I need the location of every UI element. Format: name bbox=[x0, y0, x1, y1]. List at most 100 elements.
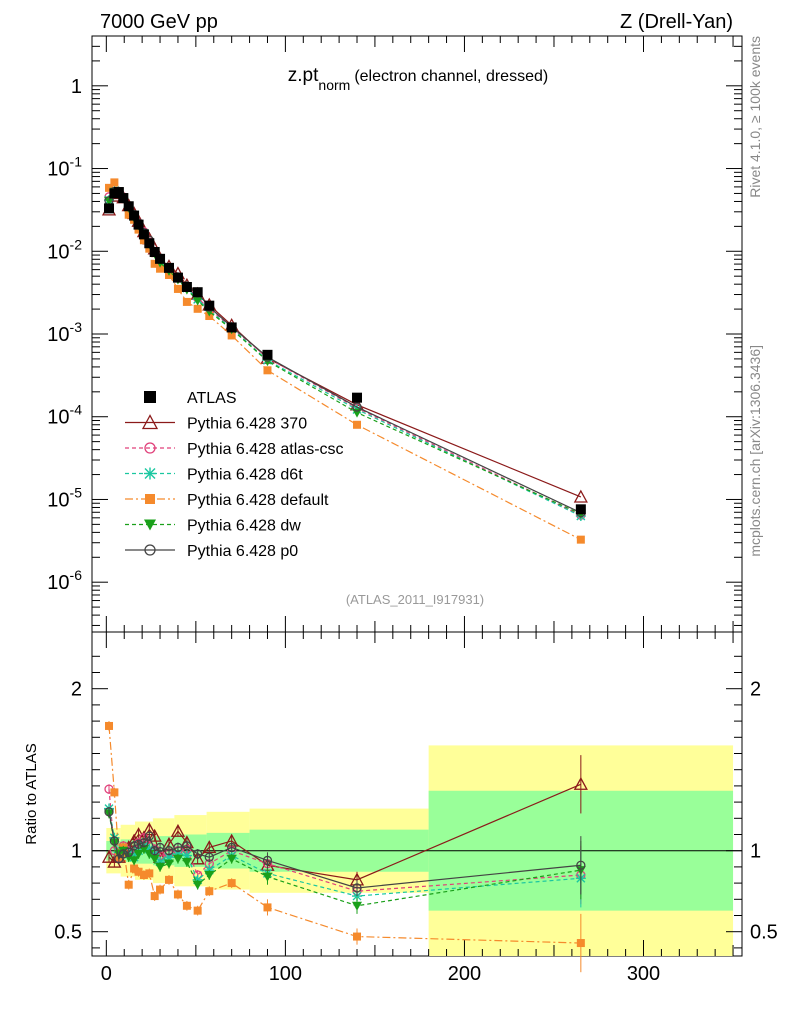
ratio-point-4 bbox=[149, 854, 160, 864]
header-left: 7000 GeV pp bbox=[100, 11, 218, 33]
ratio-point-4 bbox=[144, 849, 155, 859]
ratio-point-5 bbox=[124, 847, 134, 857]
main-point-0 bbox=[573, 489, 588, 503]
data-point bbox=[113, 187, 124, 198]
data-point bbox=[262, 349, 273, 360]
ratio-point-4 bbox=[163, 859, 174, 869]
legend-label-5: Pythia 6.428 p0 bbox=[187, 543, 298, 560]
main-ytick-label: 10-2 bbox=[47, 236, 82, 263]
data-point bbox=[181, 281, 192, 292]
header-right: Z (Drell-Yan) bbox=[620, 11, 733, 33]
main-ytick-label: 10-1 bbox=[47, 154, 82, 181]
ratio-ylabel: Ratio to ATLAS bbox=[23, 743, 40, 844]
ratio-point-3 bbox=[164, 875, 173, 884]
ratio-ytick-label-right: 2 bbox=[750, 679, 761, 701]
main-point-3 bbox=[156, 264, 165, 273]
title-rest: (electron channel, dressed) bbox=[354, 68, 548, 85]
legend-marker-3 bbox=[145, 494, 155, 504]
main-point-3 bbox=[110, 178, 119, 187]
main-point-4 bbox=[104, 196, 115, 206]
ratio-frame bbox=[91, 631, 743, 957]
data-point bbox=[149, 246, 160, 257]
ratio-point-3 bbox=[124, 880, 133, 889]
ratio-point-5 bbox=[109, 836, 120, 846]
ratio-point-4 bbox=[129, 856, 140, 866]
x-tick-label: 300 bbox=[627, 963, 660, 985]
main-line-1 bbox=[108, 192, 582, 516]
ratio-point-4 bbox=[204, 871, 215, 880]
data-point bbox=[144, 238, 155, 249]
ratio-point-4 bbox=[226, 854, 237, 864]
legend-label-0: Pythia 6.428 370 bbox=[187, 416, 307, 433]
ratio-point-3 bbox=[130, 864, 139, 873]
main-point-3 bbox=[150, 259, 159, 268]
x-tick-label: 100 bbox=[269, 963, 302, 985]
ratio-point-5 bbox=[144, 831, 154, 841]
analysis-id: (ATLAS_2011_I917931) bbox=[346, 592, 484, 607]
legend-label-2: Pythia 6.428 d6t bbox=[187, 467, 303, 484]
ratio-point-4 bbox=[181, 858, 192, 868]
main-line-4 bbox=[108, 191, 582, 515]
ratio-point-3 bbox=[156, 885, 165, 894]
ratio-point-3 bbox=[576, 939, 585, 948]
star-stroke bbox=[144, 468, 156, 479]
main-point-3 bbox=[263, 366, 272, 375]
main-point-3 bbox=[124, 210, 133, 219]
legend-marker-2 bbox=[144, 467, 156, 480]
ratio-point-4 bbox=[262, 872, 273, 882]
main-line-5 bbox=[108, 190, 582, 514]
ratio-point-3 bbox=[134, 867, 143, 876]
legend-marker-5 bbox=[144, 544, 156, 556]
ratio-point-3 bbox=[227, 879, 236, 888]
ratio-point-3 bbox=[110, 788, 119, 797]
mcplots-label: mcplots.cern.ch [arXiv:1306.3436] bbox=[747, 345, 763, 557]
main-point-5 bbox=[352, 402, 362, 412]
ratio-point-5 bbox=[104, 807, 114, 817]
ratio-point-5 bbox=[576, 860, 586, 870]
legend-marker-0 bbox=[141, 414, 159, 430]
data-point bbox=[138, 229, 149, 240]
data-point bbox=[172, 272, 183, 283]
main-point-3 bbox=[193, 304, 202, 313]
ratio-point-5 bbox=[173, 842, 183, 853]
ratio-point-5 bbox=[139, 837, 149, 848]
main-ytick-label: 10-6 bbox=[47, 567, 82, 594]
ratio-point-0 bbox=[573, 776, 588, 790]
ratio-point-3 bbox=[105, 721, 114, 730]
main-point-3 bbox=[105, 183, 114, 192]
ratio-ytick-label-right: 0.5 bbox=[750, 922, 778, 944]
ratio-point-0 bbox=[190, 851, 205, 865]
main-point-3 bbox=[576, 535, 585, 544]
legend-marker-data bbox=[144, 391, 156, 403]
ratio-point-5 bbox=[155, 842, 165, 853]
ratio-point-3 bbox=[205, 887, 214, 896]
ratio-point-4 bbox=[172, 854, 183, 864]
data-point bbox=[104, 203, 115, 214]
main-ytick-label: 10-4 bbox=[47, 402, 82, 429]
x-tick-label: 0 bbox=[101, 963, 112, 985]
data-point bbox=[129, 210, 140, 221]
ratio-point-3 bbox=[193, 906, 202, 915]
main-point-4 bbox=[192, 296, 203, 306]
chart-title: z.ptnorm (electron channel, dressed) bbox=[288, 65, 548, 93]
ratio-point-5 bbox=[227, 842, 237, 853]
main-point-3 bbox=[227, 331, 236, 340]
legend-label-3: Pythia 6.428 default bbox=[187, 492, 329, 509]
ratio-point-3 bbox=[173, 890, 182, 899]
title-sub: norm bbox=[318, 77, 350, 93]
main-point-3 bbox=[139, 236, 148, 245]
data-point bbox=[352, 392, 363, 403]
ratio-point-5 bbox=[118, 849, 128, 859]
data-point bbox=[133, 219, 144, 230]
ratio-ytick-label-right: 1 bbox=[750, 841, 761, 863]
data-point bbox=[204, 300, 215, 311]
data-point bbox=[575, 504, 586, 515]
data-point bbox=[192, 287, 203, 298]
ratio-point-0 bbox=[101, 849, 117, 863]
ratio-point-5 bbox=[352, 883, 362, 893]
ratio-point-5 bbox=[182, 841, 192, 851]
ratio-point-5 bbox=[133, 839, 144, 849]
ratio-point-3 bbox=[150, 892, 159, 901]
main-ytick-label: 10-5 bbox=[47, 484, 82, 511]
x-tick-label: 200 bbox=[448, 963, 481, 985]
